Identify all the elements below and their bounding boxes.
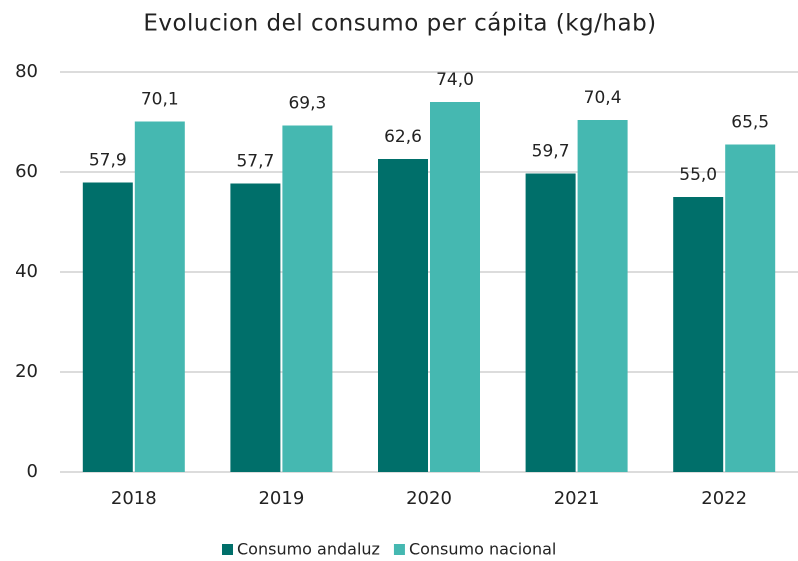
bar: [134, 121, 185, 472]
bar: [525, 173, 576, 472]
x-tick-label: 2018: [111, 488, 157, 509]
y-tick-label: 40: [15, 261, 38, 282]
data-label: 57,7: [236, 152, 274, 172]
x-tick-label: 2022: [701, 488, 747, 509]
data-label: 69,3: [288, 94, 326, 114]
x-tick-label: 2019: [258, 488, 304, 509]
data-label: 57,9: [89, 151, 127, 171]
bar: [230, 183, 281, 472]
data-label: 74,0: [436, 70, 474, 90]
data-label: 59,7: [532, 142, 570, 162]
bar: [577, 120, 628, 472]
y-tick-label: 0: [27, 461, 38, 482]
bar: [282, 125, 333, 472]
y-tick-label: 20: [15, 361, 38, 382]
bar: [82, 182, 133, 472]
data-label: 55,0: [679, 165, 717, 185]
x-tick-label: 2020: [406, 488, 452, 509]
y-tick-label: 80: [15, 61, 38, 82]
data-label: 70,4: [584, 88, 622, 108]
legend-label: Consumo andaluz: [237, 540, 380, 559]
legend-swatch: [222, 544, 233, 555]
data-label: 65,5: [731, 113, 769, 133]
bar: [378, 159, 428, 472]
bar: [673, 197, 724, 472]
chart-title: Evolucion del consumo per cápita (kg/hab…: [143, 11, 656, 37]
legend-label: Consumo nacional: [409, 540, 556, 559]
legend-swatch: [393, 544, 405, 555]
bar: [725, 144, 776, 472]
y-tick-label: 60: [15, 161, 38, 182]
bar: [430, 102, 480, 472]
data-label: 70,1: [141, 90, 179, 110]
data-label: 62,6: [384, 127, 422, 147]
x-tick-label: 2021: [554, 488, 600, 509]
